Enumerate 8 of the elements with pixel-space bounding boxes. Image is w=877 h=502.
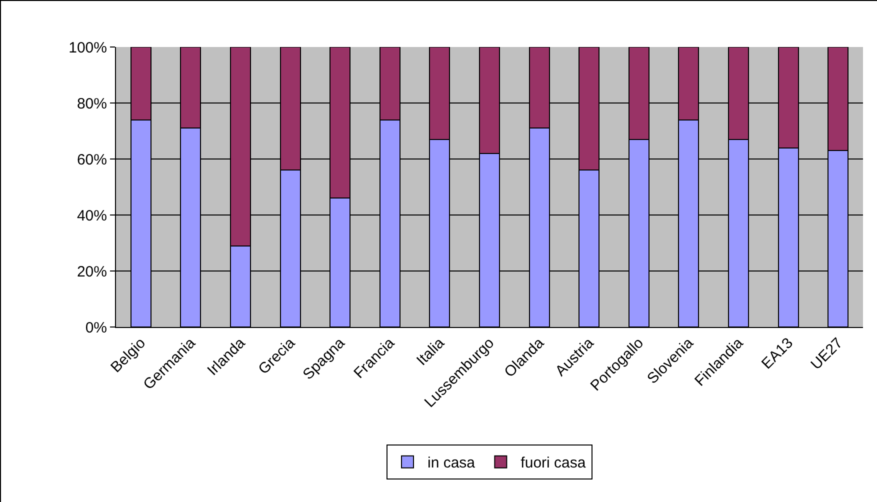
- y-tick-label: 100%: [68, 39, 107, 56]
- legend-label: in casa: [428, 454, 476, 472]
- y-tick-label: 60%: [76, 151, 107, 168]
- legend-label: fuori casa: [520, 454, 586, 472]
- y-tick-label: 20%: [76, 263, 107, 280]
- y-tick-label: 0%: [85, 319, 107, 336]
- y-tick-label: 40%: [76, 207, 107, 224]
- y-tick-label: 80%: [76, 95, 107, 112]
